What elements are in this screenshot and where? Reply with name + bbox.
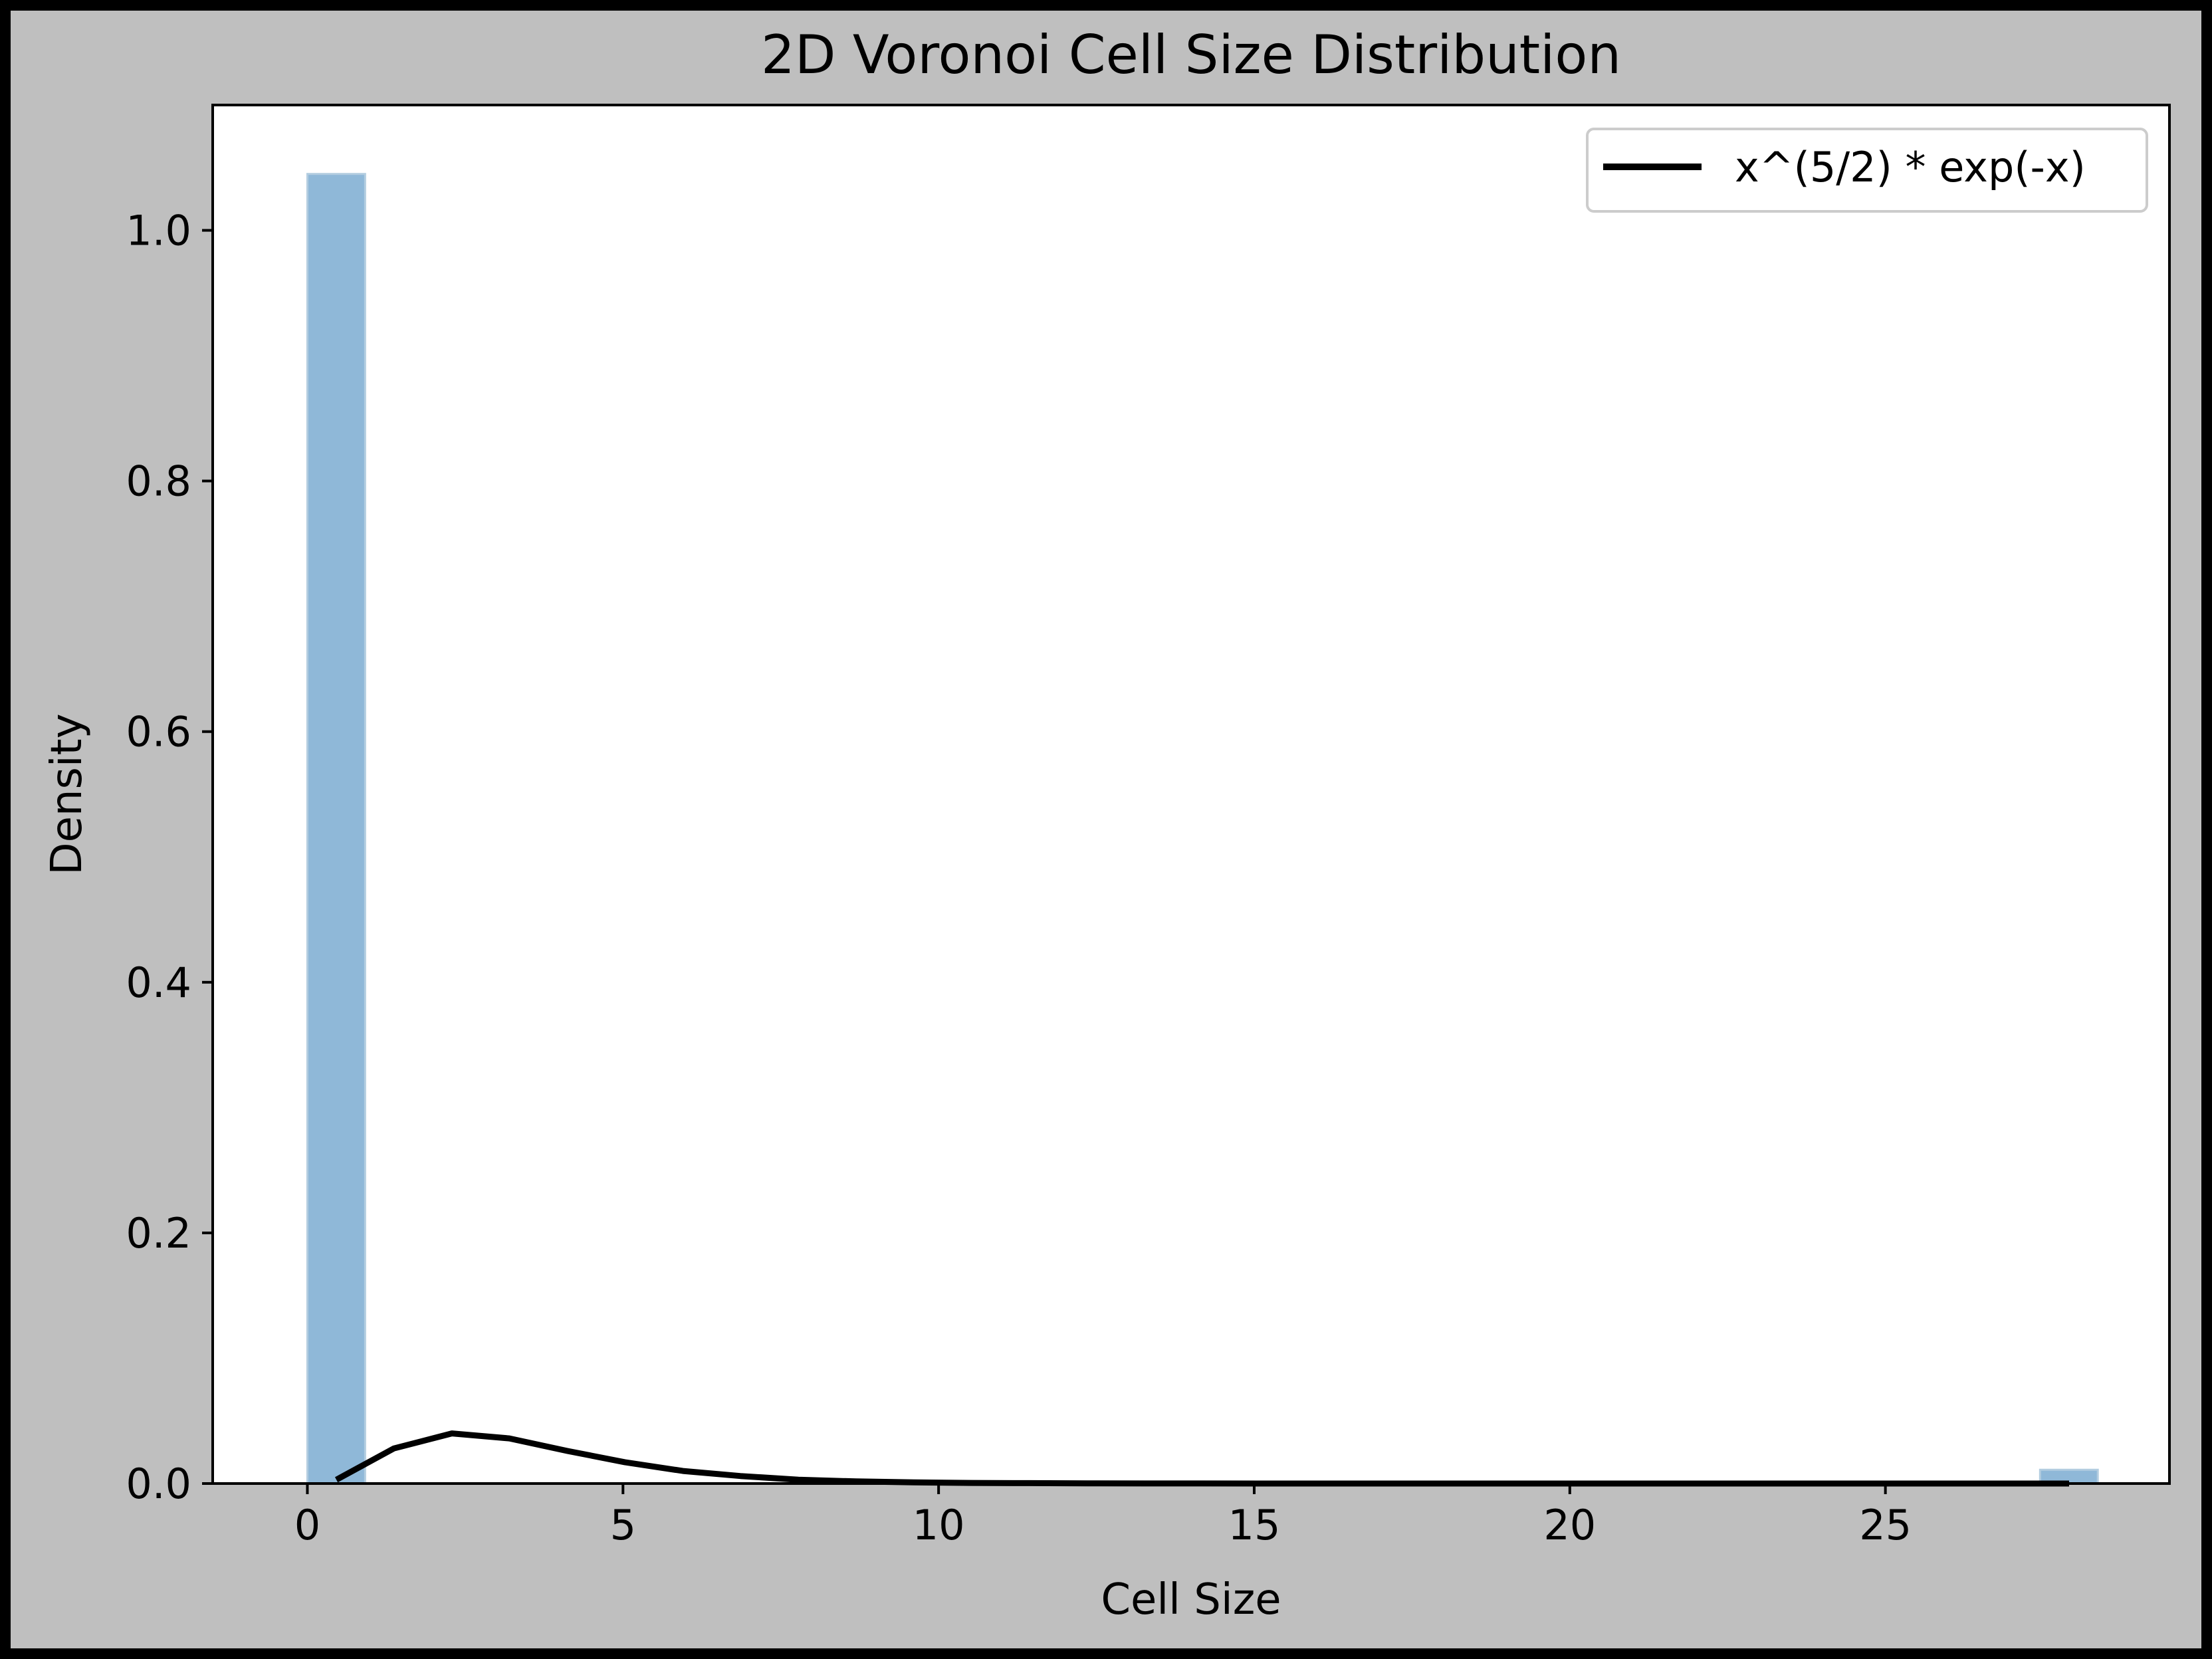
y-tick-label: 1.0 [126,207,191,255]
x-tick-label: 20 [1543,1501,1596,1549]
x-axis-label: Cell Size [1101,1575,1281,1624]
y-axis-label: Density [43,713,92,875]
legend: x^(5/2) * exp(-x) [1586,128,2148,213]
histogram-bar [306,173,366,1485]
x-tick-label: 0 [294,1501,320,1549]
x-tick-label: 25 [1859,1501,1912,1549]
x-axis-ticks: 0 5 10 15 20 25 [294,1484,1912,1549]
x-tick-label: 5 [610,1501,636,1549]
y-tick-label: 0.2 [126,1209,191,1258]
chart-title: 2D Voronoi Cell Size Distribution [761,24,1621,86]
y-tick-label: 0.4 [126,958,191,1007]
y-axis-ticks: 0.0 0.2 0.4 0.6 0.8 1.0 [126,207,213,1508]
y-tick-label: 0.0 [126,1460,191,1508]
plot-border [211,104,2171,1485]
y-tick-label: 0.8 [126,457,191,506]
legend-box [1586,128,2148,213]
y-tick-label: 0.6 [126,708,191,756]
plot-area [213,105,2169,1484]
x-tick-label: 15 [1228,1501,1281,1549]
x-tick-label: 10 [913,1501,965,1549]
legend-label: x^(5/2) * exp(-x) [1735,143,2086,191]
